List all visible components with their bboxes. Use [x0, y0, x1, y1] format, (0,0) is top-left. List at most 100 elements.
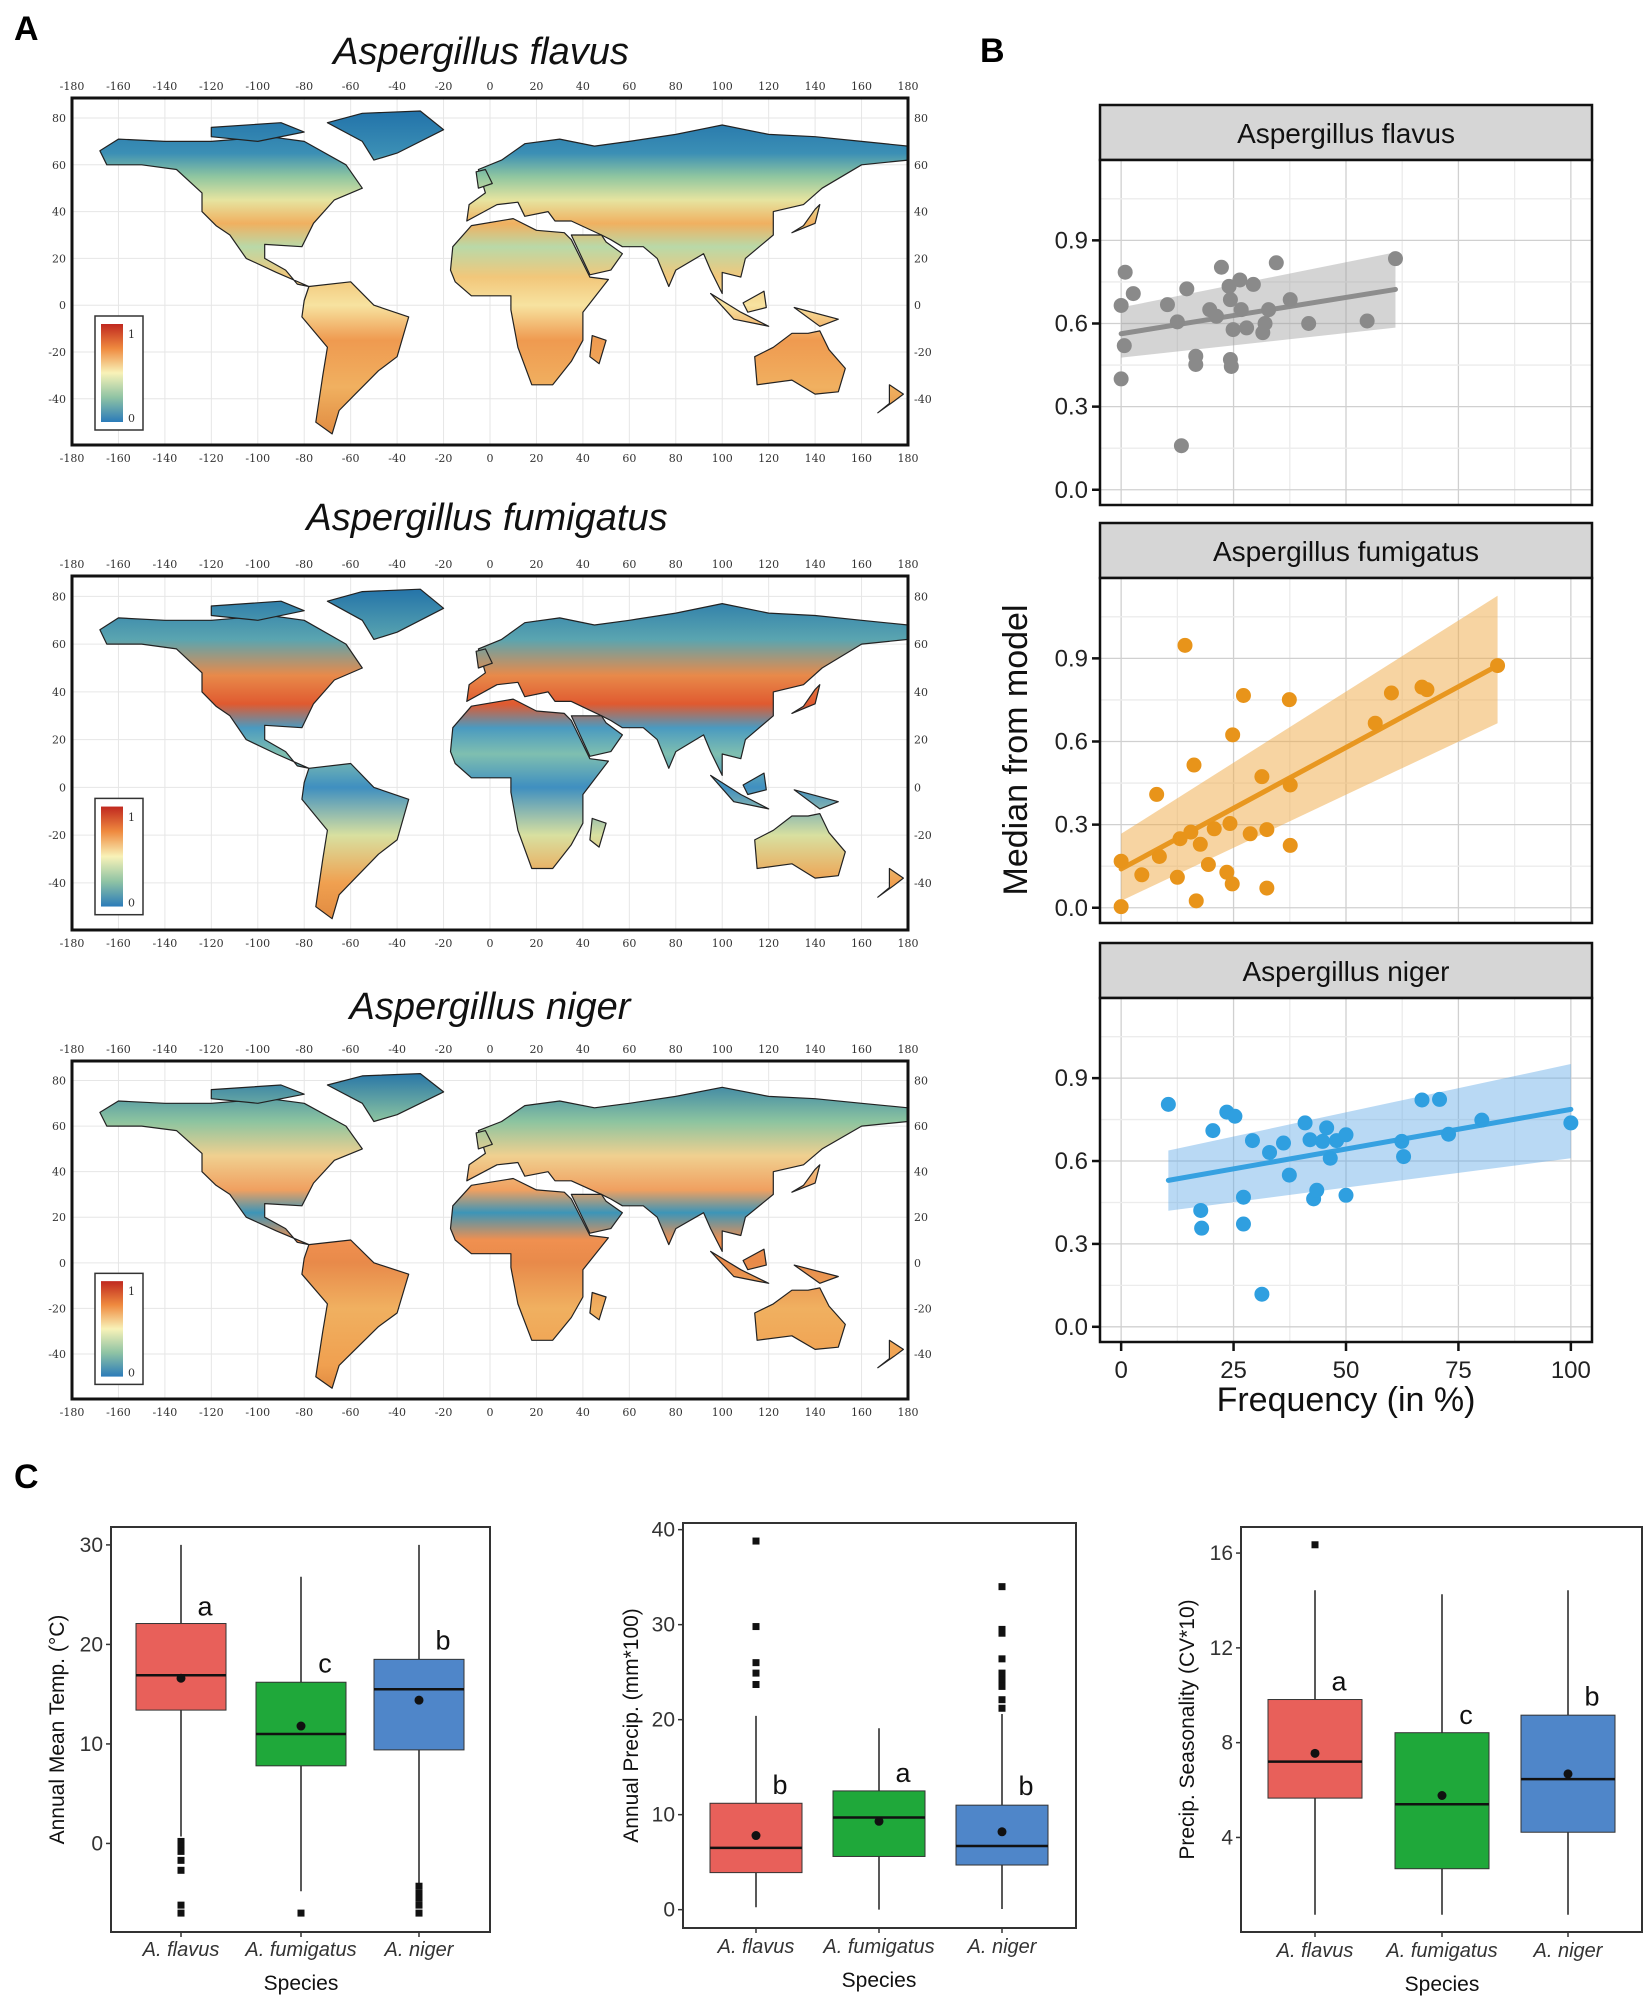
map-title-fumigatus: Aspergillus fumigatus: [304, 497, 667, 539]
x-tick-label: 100: [1551, 1357, 1591, 1384]
mean-point: [751, 1831, 761, 1841]
data-point: [1117, 264, 1133, 280]
data-point: [1563, 1115, 1579, 1131]
box: [1267, 1699, 1363, 1799]
lon-tick-label: -100: [245, 80, 270, 93]
landmass: [475, 648, 493, 669]
outlier-point: [998, 1625, 1006, 1633]
y-tick-label: 12: [1210, 1637, 1233, 1660]
data-point: [1338, 1187, 1354, 1203]
x-tick-label: A. fumigatus: [822, 1936, 934, 1958]
lat-tick-label: -40: [48, 1348, 66, 1361]
map-fumigatus: -180 -180 -160 -160 -140 -140 -120 -120 -100 -100…: [48, 558, 931, 950]
data-point: [1262, 1144, 1278, 1160]
lon-tick-label: -160: [106, 558, 131, 571]
mean-point: [414, 1695, 424, 1705]
facet-header: [1098, 103, 1594, 162]
lat-tick-label: 20: [914, 252, 928, 265]
lon-tick-label: 0: [487, 937, 494, 950]
lon-tick-label: -120: [199, 1043, 224, 1056]
data-point: [1232, 272, 1248, 288]
data-point: [1213, 259, 1229, 275]
lon-tick-label: 20: [529, 1406, 543, 1419]
lon-tick-label: -60: [342, 452, 360, 465]
y-tick-label: 0.0: [1055, 895, 1088, 922]
facet-flavus: Aspergillus flavus 0.0 0.3 0.6 0.9: [1055, 103, 1594, 507]
outlier-point: [177, 1847, 185, 1855]
x-tick-label: A. flavus: [717, 1936, 795, 1958]
colorbar-legend: 10: [94, 797, 144, 916]
data-point: [1396, 1149, 1412, 1165]
significance-letter: c: [318, 1648, 332, 1678]
outlier-point: [177, 1856, 185, 1864]
legend-min-label: 0: [128, 897, 135, 910]
data-point: [1254, 1286, 1270, 1302]
confidence-band: [1121, 252, 1396, 358]
box-aflavus: b A. flavus: [709, 1537, 803, 1958]
landmass: [709, 1250, 770, 1284]
mean-point: [997, 1827, 1007, 1837]
landmass: [877, 1339, 905, 1369]
data-point: [1200, 857, 1216, 873]
data-point: [1179, 281, 1195, 297]
map-title-niger: Aspergillus niger: [348, 986, 632, 1028]
lon-tick-label: 160: [851, 1406, 872, 1419]
lon-tick-label: -120: [199, 80, 224, 93]
lon-tick-label: -120: [199, 558, 224, 571]
legend-max-label: 1: [128, 811, 135, 824]
outlier-point: [998, 1704, 1006, 1712]
lon-tick-label: 180: [898, 558, 919, 571]
outlier-point: [415, 1901, 423, 1909]
y-tick-label: 0.3: [1055, 1231, 1088, 1258]
lon-tick-label: -140: [153, 1406, 178, 1419]
x-tick-label: A. niger: [384, 1939, 455, 1961]
lon-tick-label: -60: [342, 1406, 360, 1419]
lon-tick-label: 40: [576, 80, 590, 93]
lon-tick-label: -40: [388, 1043, 406, 1056]
y-tick-label: 40: [652, 1519, 675, 1542]
lon-tick-label: -80: [295, 558, 313, 571]
y-tick-label: 10: [80, 1733, 103, 1756]
lat-tick-label: 80: [914, 590, 928, 603]
y-tick-label: 30: [80, 1534, 103, 1557]
lon-tick-label: -60: [342, 80, 360, 93]
lat-tick-label: 40: [52, 686, 66, 699]
mean-point: [874, 1816, 884, 1826]
box: [135, 1623, 227, 1711]
outlier-point: [415, 1882, 423, 1890]
y-tick-label: 0: [663, 1899, 675, 1922]
box-afumigatus: c A. fumigatus: [1385, 1594, 1498, 1962]
landmass: [301, 1239, 410, 1389]
lon-tick-label: 140: [805, 1406, 826, 1419]
mean-point: [1310, 1748, 1320, 1758]
facet-title: Aspergillus niger: [1243, 956, 1450, 987]
landmass: [210, 122, 305, 142]
x-tick-label: 50: [1333, 1357, 1360, 1384]
data-point: [1259, 880, 1275, 896]
landmass: [742, 1248, 767, 1271]
lat-tick-label: 60: [914, 1120, 928, 1133]
data-point: [1297, 1115, 1313, 1131]
outlier-point: [415, 1894, 423, 1902]
lon-tick-label: -40: [388, 937, 406, 950]
y-tick-label: 0.6: [1055, 728, 1088, 755]
outlier-point: [998, 1629, 1006, 1637]
data-point: [1257, 315, 1273, 331]
lat-tick-label: 60: [52, 1120, 66, 1133]
landmass: [754, 812, 846, 879]
lon-tick-label: -160: [106, 1043, 131, 1056]
data-point: [1160, 1096, 1176, 1112]
x-tick-label: A. fumigatus: [1385, 1940, 1497, 1962]
panel-c-boxplots: 0 10 20 30 Annual Mean Temp. (°C) a A. flavus c…: [46, 1519, 1643, 1996]
y-tick-label: 30: [652, 1614, 675, 1637]
landmass: [793, 1264, 839, 1284]
landmass: [210, 600, 305, 621]
data-point: [1239, 320, 1255, 336]
lon-tick-label: -60: [342, 1043, 360, 1056]
significance-letter: a: [1331, 1667, 1347, 1697]
lat-tick-label: -40: [914, 1348, 932, 1361]
landmass: [210, 1084, 305, 1104]
lon-tick-label: 60: [622, 558, 636, 571]
lon-tick-label: 100: [712, 1406, 733, 1419]
